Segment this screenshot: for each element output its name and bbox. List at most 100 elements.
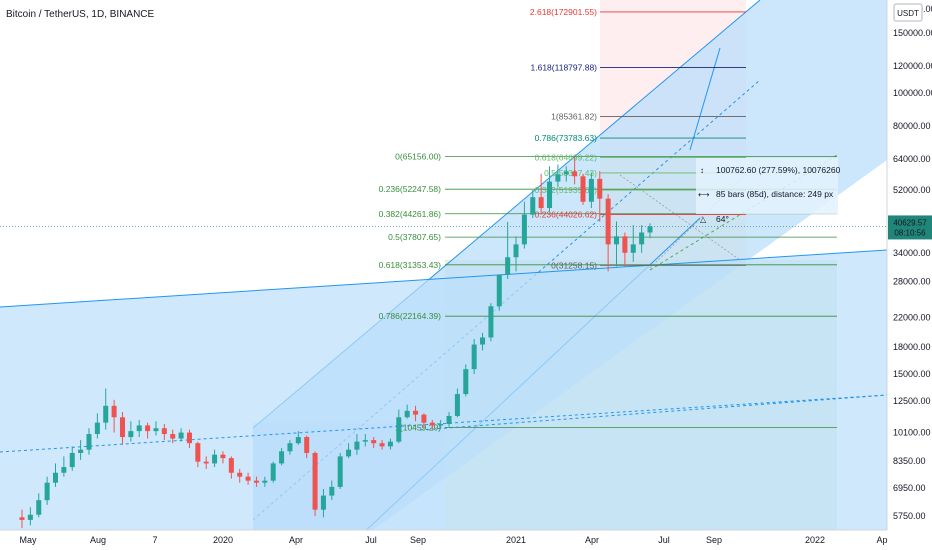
dashed-trend [419,394,888,431]
candle-body [262,480,268,483]
x-tick-label: Aug [90,535,106,545]
candle [228,456,234,479]
candle [36,493,42,518]
candle [94,413,100,439]
currency-badge [893,3,923,22]
candle [186,429,192,449]
candle [354,434,360,455]
y-tick-label: 34000.00 [893,248,931,258]
candle [588,172,594,209]
candle [78,440,84,460]
x-tick-label: 2022 [805,535,825,545]
fib-retracement-label: 0.236(52247.58) [379,184,442,194]
candle-body [346,449,352,457]
candle-body [597,178,603,199]
fib-extension-label: 0.382(51935.65) [535,185,598,195]
fib-extension-label: 0.236(44026.62) [535,210,598,220]
candle-body [253,480,259,483]
candle [630,225,636,262]
candle-body [136,425,142,432]
candle [27,507,33,526]
candle [270,461,276,483]
candle-body [413,410,419,415]
fib-retracement-label: 0.618(31353.43) [379,260,442,270]
candle [161,424,167,441]
candle [178,428,184,442]
candle-body [630,244,636,253]
candle-body [94,422,100,435]
candle-body [161,428,167,435]
candle-body [103,405,109,423]
candle [346,443,352,459]
y-tick-label: 64000.00 [893,154,931,164]
y-tick-label: 18000.00 [893,342,931,352]
candle-body [203,461,209,464]
candle [563,166,569,182]
candle-body [505,257,511,275]
candle-body [572,171,578,177]
y-tick-label: 22000.00 [893,312,931,322]
candle-body [153,428,159,432]
candle-body [304,437,310,453]
candle [44,476,50,505]
fib-level-line: 0.786(22164.39) [379,311,837,321]
candle-body [488,306,494,338]
x-tick-label: Ap [876,535,887,545]
candle-body [19,517,25,520]
fib-extension-label: 0(31258.15) [551,260,597,270]
angle-icon: △ [700,215,707,224]
candle-body [463,369,469,395]
x-tick-label: Apr [289,535,303,545]
candle [379,440,385,450]
candle-body [27,514,33,520]
candle-body [228,458,234,473]
fib-extension-label: 1(85361.82) [551,111,597,121]
y-tick-label: 12500.00 [893,396,931,406]
candle [111,399,117,433]
candle [312,451,318,516]
candle [337,452,343,489]
candle-body [396,417,402,442]
candle-body [371,440,377,444]
projection-line [689,47,721,151]
candle-body [186,432,192,444]
candle [253,476,259,487]
candle-body [362,440,368,442]
candle-body [36,500,42,515]
candle [521,201,527,249]
candle [622,232,628,267]
candle-body [312,452,318,510]
candle-body [212,454,218,464]
candle [245,472,251,485]
fib-extension-label: 0.786(73783.63) [535,133,598,143]
candle [530,189,536,219]
candle-body [69,452,75,468]
last-price-label: 40629.57 [893,218,927,227]
candle [203,456,209,469]
x-axis-panel [0,530,932,550]
candle [513,236,519,272]
candle-body [245,476,251,481]
x-tick-label: Jul [365,535,377,545]
candle-body [279,451,285,464]
candle [413,405,419,422]
fib-extension-label: 2.618(172901.55) [530,7,597,17]
candle-body [580,176,586,202]
candle [613,221,620,267]
channel-layer [0,0,888,550]
candle [538,173,544,215]
y-tick-label: 28000.00 [893,277,931,287]
candle [639,225,645,253]
candle-body [387,441,393,447]
candle-body [220,454,226,459]
fib-ext-line: 1(85361.82) [551,111,746,121]
candle-body [170,434,176,439]
candle [86,428,92,455]
candle-body [287,443,293,452]
candle [647,223,653,239]
candle-body [320,495,326,510]
fib-layer: 0(65156.00) 0.236(52247.58) 0.382(44261.86… [0,7,887,432]
candle [387,438,393,450]
